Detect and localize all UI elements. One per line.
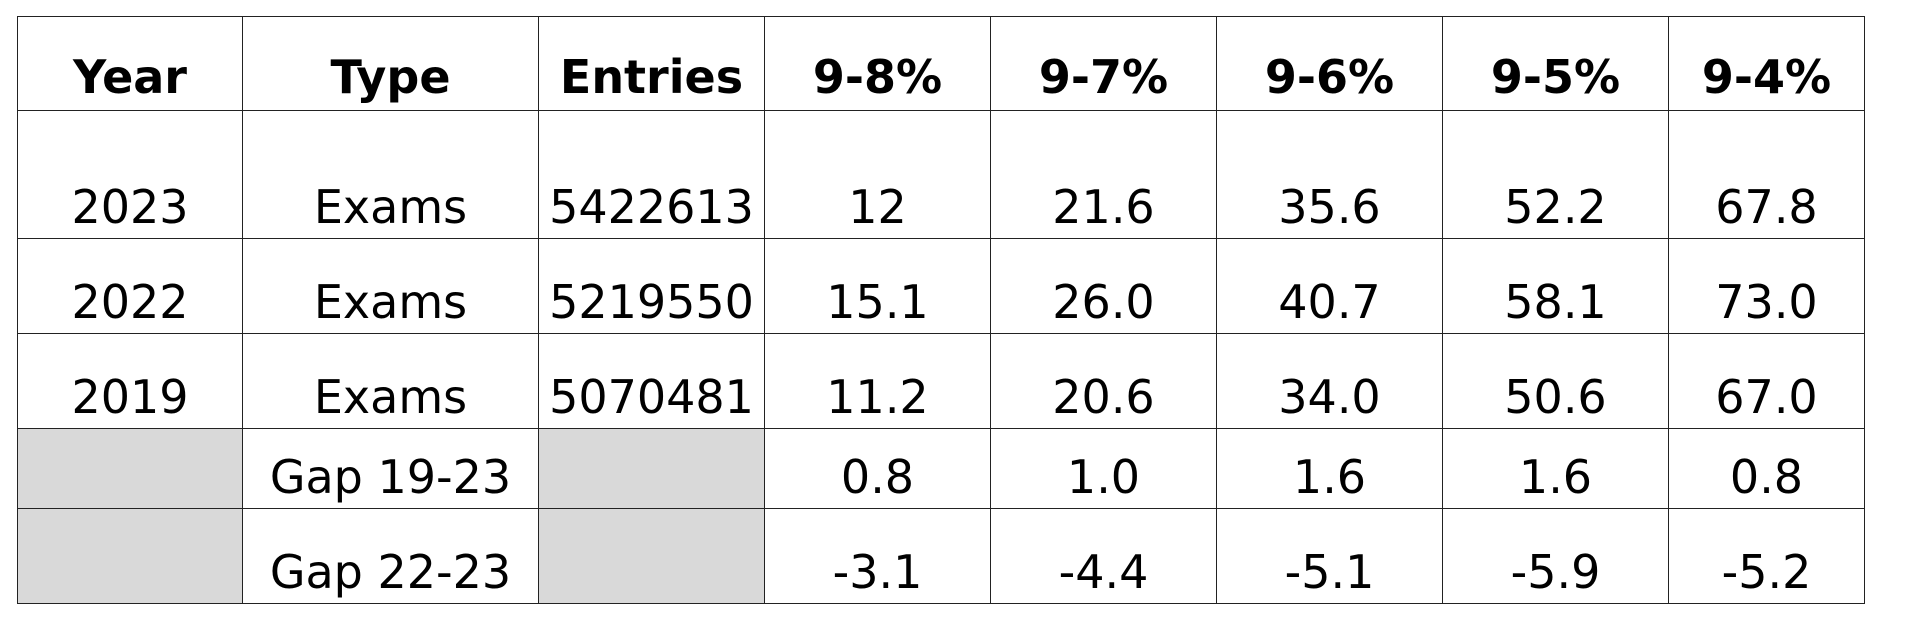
cell-9-8: 15.1 bbox=[764, 238, 991, 334]
cell-9-6: 1.6 bbox=[1216, 428, 1443, 509]
header-9-5: 9-5% bbox=[1442, 16, 1669, 111]
cell-year: 2023 bbox=[17, 110, 243, 239]
cell-type: Exams bbox=[242, 110, 539, 239]
cell-9-4: 0.8 bbox=[1668, 428, 1865, 509]
table-row: 2019 Exams 5070481 11.2 20.6 34.0 50.6 6… bbox=[17, 333, 1865, 429]
cell-9-7: 1.0 bbox=[990, 428, 1217, 509]
cell-entries: 5422613 bbox=[538, 110, 765, 239]
cell-9-7: -4.4 bbox=[990, 508, 1217, 604]
cell-year: 2022 bbox=[17, 238, 243, 334]
cell-9-5: 58.1 bbox=[1442, 238, 1669, 334]
cell-type: Exams bbox=[242, 238, 539, 334]
cell-9-4: 67.0 bbox=[1668, 333, 1865, 429]
cell-9-5: -5.9 bbox=[1442, 508, 1669, 604]
cell-9-5: 50.6 bbox=[1442, 333, 1669, 429]
cell-9-8: 11.2 bbox=[764, 333, 991, 429]
cell-9-5: 52.2 bbox=[1442, 110, 1669, 239]
cell-type: Gap 22-23 bbox=[242, 508, 539, 604]
table-row: 2022 Exams 5219550 15.1 26.0 40.7 58.1 7… bbox=[17, 238, 1865, 334]
cell-entries-empty bbox=[538, 508, 765, 604]
cell-type: Gap 19-23 bbox=[242, 428, 539, 509]
header-row: Year Type Entries 9-8% 9-7% 9-6% 9-5% 9-… bbox=[17, 16, 1865, 111]
cell-9-8: 0.8 bbox=[764, 428, 991, 509]
table-row-gap-19-23: Gap 19-23 0.8 1.0 1.6 1.6 0.8 bbox=[17, 428, 1865, 509]
table-row: 2023 Exams 5422613 12 21.6 35.6 52.2 67.… bbox=[17, 110, 1865, 239]
header-9-6: 9-6% bbox=[1216, 16, 1443, 111]
header-9-4: 9-4% bbox=[1668, 16, 1865, 111]
header-9-8: 9-8% bbox=[764, 16, 991, 111]
header-year: Year bbox=[17, 16, 243, 111]
header-9-7: 9-7% bbox=[990, 16, 1217, 111]
cell-9-4: -5.2 bbox=[1668, 508, 1865, 604]
cell-type: Exams bbox=[242, 333, 539, 429]
cell-9-7: 21.6 bbox=[990, 110, 1217, 239]
cell-9-7: 20.6 bbox=[990, 333, 1217, 429]
cell-9-7: 26.0 bbox=[990, 238, 1217, 334]
cell-entries-empty bbox=[538, 428, 765, 509]
header-entries: Entries bbox=[538, 16, 765, 111]
cell-9-8: 12 bbox=[764, 110, 991, 239]
cell-year-empty bbox=[17, 508, 243, 604]
table-row-gap-22-23: Gap 22-23 -3.1 -4.4 -5.1 -5.9 -5.2 bbox=[17, 508, 1865, 604]
cell-9-4: 73.0 bbox=[1668, 238, 1865, 334]
cell-entries: 5219550 bbox=[538, 238, 765, 334]
cell-9-5: 1.6 bbox=[1442, 428, 1669, 509]
header-type: Type bbox=[242, 16, 539, 111]
cell-9-6: 34.0 bbox=[1216, 333, 1443, 429]
cell-year-empty bbox=[17, 428, 243, 509]
cell-9-6: 35.6 bbox=[1216, 110, 1443, 239]
results-table: Year Type Entries 9-8% 9-7% 9-6% 9-5% 9-… bbox=[17, 16, 1865, 604]
cell-9-8: -3.1 bbox=[764, 508, 991, 604]
cell-9-6: 40.7 bbox=[1216, 238, 1443, 334]
cell-9-4: 67.8 bbox=[1668, 110, 1865, 239]
cell-entries: 5070481 bbox=[538, 333, 765, 429]
cell-year: 2019 bbox=[17, 333, 243, 429]
cell-9-6: -5.1 bbox=[1216, 508, 1443, 604]
